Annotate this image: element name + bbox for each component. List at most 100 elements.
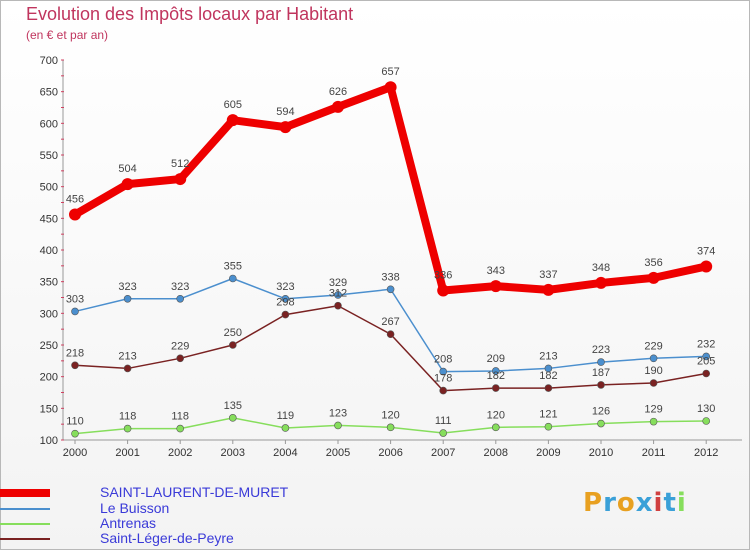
data-point: [123, 294, 132, 303]
data-label: 336: [434, 270, 452, 282]
data-label: 178: [434, 373, 452, 385]
logo-letter: t: [663, 488, 677, 518]
data-point: [542, 283, 555, 296]
data-label: 118: [171, 411, 189, 423]
data-label: 182: [539, 370, 557, 382]
data-label: 187: [592, 367, 610, 379]
data-point: [281, 294, 290, 303]
data-label: 120: [487, 409, 505, 421]
x-tick-label: 2005: [326, 447, 350, 459]
data-point: [649, 354, 658, 363]
data-label: 135: [224, 400, 242, 412]
data-point: [649, 417, 658, 426]
data-point: [229, 274, 237, 283]
legend-swatch-antrenas: [0, 523, 50, 525]
legend-label-saint-laurent: SAINT-LAURENT-DE-MURET: [100, 484, 289, 500]
data-point: [121, 178, 134, 191]
legend-swatch-saint-leger: [0, 538, 50, 540]
data-label: 267: [381, 316, 399, 328]
data-point: [332, 100, 344, 113]
data-label: 205: [697, 356, 715, 368]
data-label: 303: [66, 293, 84, 305]
y-tick-label: 200: [40, 372, 58, 384]
data-point: [334, 301, 342, 310]
x-tick-label: 2012: [694, 447, 718, 459]
data-label: 218: [66, 347, 84, 359]
y-tick-label: 350: [40, 277, 58, 289]
data-label: 343: [487, 265, 505, 277]
data-label: 120: [381, 409, 399, 421]
data-label: 298: [276, 297, 294, 309]
data-label: 356: [644, 257, 662, 269]
logo-letter: o: [616, 488, 636, 518]
data-label: 374: [697, 245, 715, 257]
data-point: [700, 260, 713, 273]
x-tick-label: 2001: [115, 447, 139, 459]
data-label: 126: [592, 406, 610, 418]
y-tick-label: 400: [40, 245, 58, 257]
x-tick-label: 2008: [484, 447, 508, 459]
data-label: 110: [66, 416, 84, 428]
logo-letter: x: [635, 488, 654, 518]
x-tick-label: 2010: [589, 447, 613, 459]
data-label: 329: [329, 277, 347, 289]
data-point: [544, 384, 553, 392]
data-point: [439, 429, 448, 437]
proxiti-logo: Proxiti: [583, 488, 687, 518]
legend-item-saint-laurent: SAINT-LAURENT-DE-MURET: [0, 484, 289, 500]
data-label: 182: [487, 370, 505, 382]
x-tick-label: 2003: [221, 447, 245, 459]
data-label: 129: [644, 404, 662, 416]
logo-letter: i: [676, 488, 687, 518]
y-tick-label: 500: [40, 182, 58, 194]
data-label: 323: [276, 281, 294, 293]
data-point: [386, 285, 395, 294]
data-point: [71, 429, 79, 438]
data-label: 512: [171, 158, 189, 170]
data-point: [702, 352, 711, 361]
y-tick-label: 300: [40, 308, 58, 320]
y-tick-label: 250: [40, 340, 58, 352]
x-tick-label: 2011: [642, 447, 666, 459]
y-tick-label: 700: [40, 55, 58, 67]
data-point: [491, 367, 500, 375]
x-tick-label: 2007: [431, 447, 455, 459]
data-label: 355: [224, 261, 242, 273]
data-point: [597, 419, 605, 428]
data-point: [123, 364, 132, 373]
data-label: 312: [329, 288, 347, 300]
data-label: 223: [592, 344, 610, 356]
data-point: [334, 291, 342, 299]
data-point: [176, 424, 184, 433]
data-point: [595, 276, 607, 289]
data-label: 232: [697, 338, 715, 350]
data-label: 208: [434, 354, 452, 366]
y-tick-label: 150: [40, 403, 58, 415]
data-point: [229, 341, 237, 349]
legend-label-saint-leger: Saint-Léger-de-Peyre: [100, 530, 234, 546]
data-point: [491, 423, 500, 432]
logo-letter: i: [653, 488, 664, 518]
chart-subtitle: (en € et par an): [26, 28, 109, 42]
legend-item-saint-leger: Saint-Léger-de-Peyre: [0, 530, 234, 546]
y-tick-label: 600: [40, 118, 58, 130]
x-tick-label: 2009: [536, 447, 560, 459]
data-label: 213: [539, 350, 557, 362]
data-point: [489, 280, 502, 293]
data-point: [386, 330, 395, 339]
data-point: [544, 364, 553, 373]
data-label: 594: [276, 106, 294, 118]
data-label: 213: [118, 350, 136, 362]
data-point: [174, 173, 187, 186]
data-label: 119: [277, 410, 295, 422]
data-label: 338: [381, 271, 399, 283]
data-label: 456: [66, 194, 84, 206]
data-label: 123: [329, 407, 347, 419]
y-tick-label: 550: [40, 150, 58, 162]
logo-letter: r: [603, 488, 617, 518]
data-point: [176, 354, 184, 363]
data-label: 229: [644, 340, 662, 352]
data-point: [281, 424, 290, 432]
y-tick-label: 650: [40, 87, 58, 99]
